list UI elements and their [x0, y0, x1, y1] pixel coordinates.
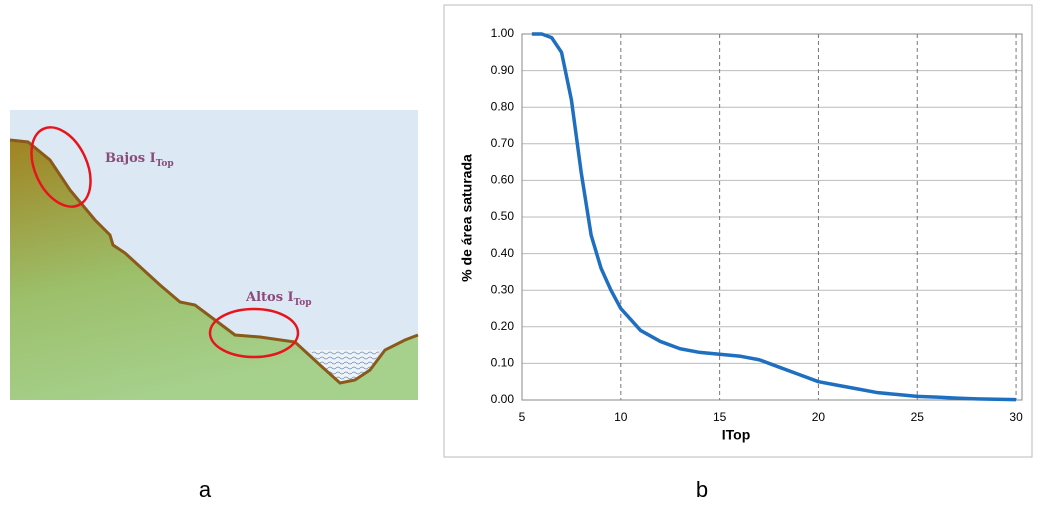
caption: b [696, 477, 708, 502]
plot-area [521, 33, 1023, 401]
caption: a [199, 477, 212, 502]
label-text: Altos I [245, 290, 294, 305]
x-tick-label: 25 [911, 410, 925, 424]
diagram-label: Bajos ITop [105, 151, 174, 169]
y-tick-label: 1.00 [491, 26, 515, 40]
x-tick-label: 30 [1009, 410, 1023, 424]
label-sub: Top [294, 298, 312, 308]
terrain-outline [9, 138, 419, 385]
line [531, 32, 1017, 402]
x-tick-label: 10 [614, 410, 628, 424]
diagram-label: Altos ITop [245, 290, 312, 308]
highlight-ellipse [208, 307, 300, 359]
y-tick-label: 0.90 [491, 63, 515, 77]
label-text: Bajos I [105, 151, 156, 166]
x-tick-label: 5 [519, 410, 526, 424]
terrain [10, 140, 418, 400]
y-tick-label: 0.50 [491, 209, 515, 223]
y-tick-label: 0.80 [491, 99, 515, 113]
y-tick-label: 0.30 [491, 282, 515, 296]
y-tick-label: 0.60 [491, 173, 515, 187]
x-axis-label: ITop [722, 427, 751, 443]
y-tick-label: 0.40 [491, 246, 515, 260]
x-tick-label: 15 [713, 410, 727, 424]
y-tick-label: 0.00 [491, 392, 515, 406]
highlight-ellipse [30, 126, 92, 208]
y-tick-label: 0.70 [491, 136, 515, 150]
x-tick-label: 20 [812, 410, 826, 424]
y-tick-label: 0.20 [491, 319, 515, 333]
chart-frame [443, 4, 1033, 458]
label-sub: Top [156, 159, 174, 169]
diagram: Bajos ITop Altos ITop [9, 110, 419, 400]
y-tick-label: 0.10 [491, 356, 515, 370]
plot: 0.00 0.10 0.20 0.30 0.40 0.50 0.60 0.70 0.80 0.90… [491, 26, 1023, 424]
y-axis-label: % de área saturada [459, 154, 475, 282]
